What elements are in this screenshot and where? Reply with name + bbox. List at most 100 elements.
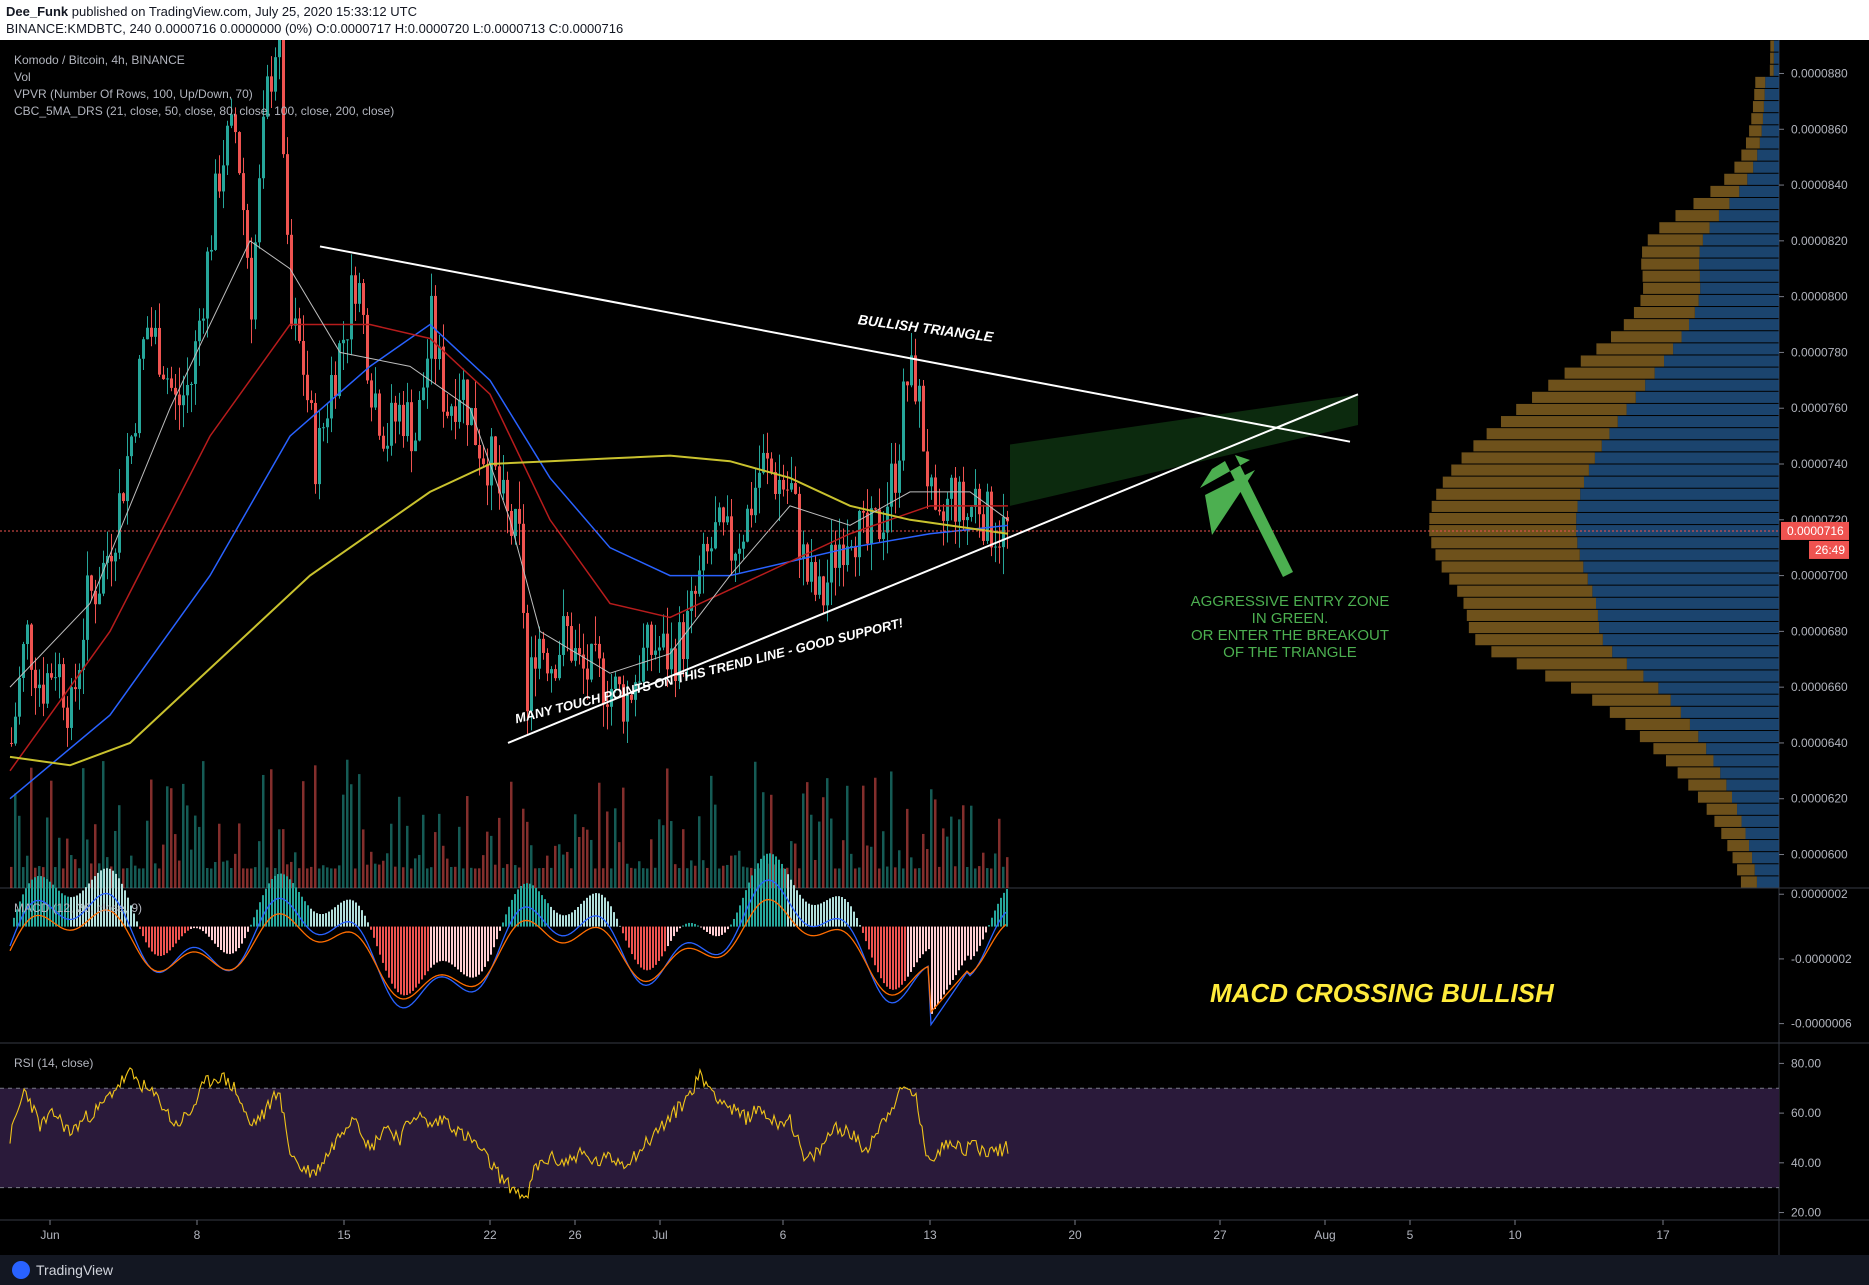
macd-bar xyxy=(688,922,690,927)
vpvr-up-bar xyxy=(1699,270,1779,282)
macd-bar xyxy=(514,894,516,927)
macd-bar xyxy=(232,926,234,954)
macd-bar xyxy=(946,926,948,990)
candle-body xyxy=(626,694,629,722)
vpvr-up-bar xyxy=(1681,331,1779,343)
volume-bar xyxy=(894,867,897,888)
time-tick-label: 8 xyxy=(194,1228,201,1242)
vpvr-up-bar xyxy=(1577,500,1779,512)
candle-body xyxy=(402,404,405,437)
volume-bar xyxy=(290,861,293,888)
candle-body xyxy=(950,477,953,499)
candle-body xyxy=(98,593,101,605)
candle-body xyxy=(278,40,281,58)
macd-bar xyxy=(349,899,351,927)
candle-body xyxy=(610,688,613,707)
entry-arrow-icon xyxy=(1200,455,1293,577)
volume-bar xyxy=(666,768,669,888)
volume-bar xyxy=(246,868,249,888)
candle-body xyxy=(302,341,305,375)
macd-bar xyxy=(526,883,528,927)
candle-body xyxy=(90,575,93,591)
macd-bar xyxy=(1000,897,1002,927)
macd-bar xyxy=(712,926,714,936)
price-tick-label: 0.0000760 xyxy=(1791,401,1848,415)
macd-bar xyxy=(133,913,135,927)
candle-body xyxy=(830,544,833,583)
vpvr-up-bar xyxy=(1617,416,1779,428)
footer-brand[interactable]: TradingView xyxy=(36,1262,114,1278)
volume-bar xyxy=(954,866,957,888)
volume-bar xyxy=(438,813,441,888)
legend-ma[interactable]: CBC_5MA_DRS (21, close, 50, close, 80, c… xyxy=(14,104,395,118)
macd-bar xyxy=(952,926,954,980)
vpvr-down-bar xyxy=(1769,64,1774,76)
candle-body xyxy=(578,648,581,655)
legend-vol[interactable]: Vol xyxy=(14,70,31,84)
legend-vpvr[interactable]: VPVR (Number Of Rows, 100, Up/Down, 70) xyxy=(14,87,253,101)
macd-bar xyxy=(844,898,846,927)
candle-body xyxy=(306,374,309,401)
candle-body xyxy=(170,378,173,388)
macd-bar xyxy=(439,926,441,962)
macd-bar xyxy=(709,926,711,934)
candle-body xyxy=(358,283,361,304)
candle-body xyxy=(214,173,217,250)
candle-body xyxy=(714,522,717,549)
macd-bar xyxy=(175,926,177,944)
volume-bar xyxy=(934,799,937,888)
volume-bar xyxy=(722,865,725,888)
volume-bar xyxy=(250,868,253,888)
price-tick-label: 0.0000880 xyxy=(1791,66,1848,80)
macd-bar xyxy=(988,925,990,927)
vpvr-down-bar xyxy=(1475,634,1603,646)
volume-bar xyxy=(758,868,761,888)
volume-bar xyxy=(318,868,321,888)
macd-bar xyxy=(1006,889,1008,927)
candle-body xyxy=(218,173,221,192)
vpvr-up-bar xyxy=(1596,597,1779,609)
legend-symbol[interactable]: Komodo / Bitcoin, 4h, BINANCE xyxy=(14,53,185,67)
candle-body xyxy=(58,664,61,678)
candle-body xyxy=(266,76,269,117)
vpvr-up-bar xyxy=(1601,440,1779,452)
chart-canvas[interactable]: 0.0000880 0.0000860 0.0000840 0.0000820 0.00… xyxy=(0,40,1869,1255)
vpvr-up-bar xyxy=(1597,609,1779,621)
macd-bar xyxy=(919,926,921,958)
vpvr-up-bar xyxy=(1757,149,1779,161)
candle-body xyxy=(698,570,701,594)
macd-bar xyxy=(997,903,999,927)
macd-tick-label: 0.0000002 xyxy=(1791,887,1848,901)
candle-body xyxy=(554,669,557,679)
macd-bar xyxy=(937,926,939,1005)
legend-macd[interactable]: MACD (12, 26, close, 9) xyxy=(14,901,143,915)
candle-body xyxy=(318,427,321,485)
rsi-tick-label: 20.00 xyxy=(1791,1206,1821,1220)
candle-body xyxy=(290,234,293,326)
macd-bar xyxy=(112,870,114,927)
candle-body xyxy=(990,491,993,548)
candle-body xyxy=(942,511,945,521)
candle-body xyxy=(38,684,41,689)
macd-bar xyxy=(877,926,879,973)
publish-info: published on TradingView.com, July 25, 2… xyxy=(71,4,417,19)
volume-bar xyxy=(566,851,569,888)
candle-body xyxy=(670,648,673,670)
macd-bar xyxy=(301,896,303,927)
vpvr-up-bar xyxy=(1643,670,1779,682)
candle-body xyxy=(594,643,597,645)
macd-bar xyxy=(961,926,963,966)
macd-bar xyxy=(238,926,240,949)
vpvr-down-bar xyxy=(1697,791,1732,803)
volume-bar xyxy=(386,853,389,888)
vpvr-up-bar xyxy=(1670,694,1779,706)
macd-bar xyxy=(703,926,705,930)
legend-rsi[interactable]: RSI (14, close) xyxy=(14,1056,94,1070)
macd-bar xyxy=(106,868,108,927)
candle-body xyxy=(230,114,233,126)
volume-bar xyxy=(158,868,161,888)
vpvr-down-bar xyxy=(1457,585,1593,597)
vpvr-down-bar xyxy=(1693,197,1730,210)
author-name[interactable]: Dee_Funk xyxy=(6,4,69,19)
vpvr-up-bar xyxy=(1745,827,1779,840)
